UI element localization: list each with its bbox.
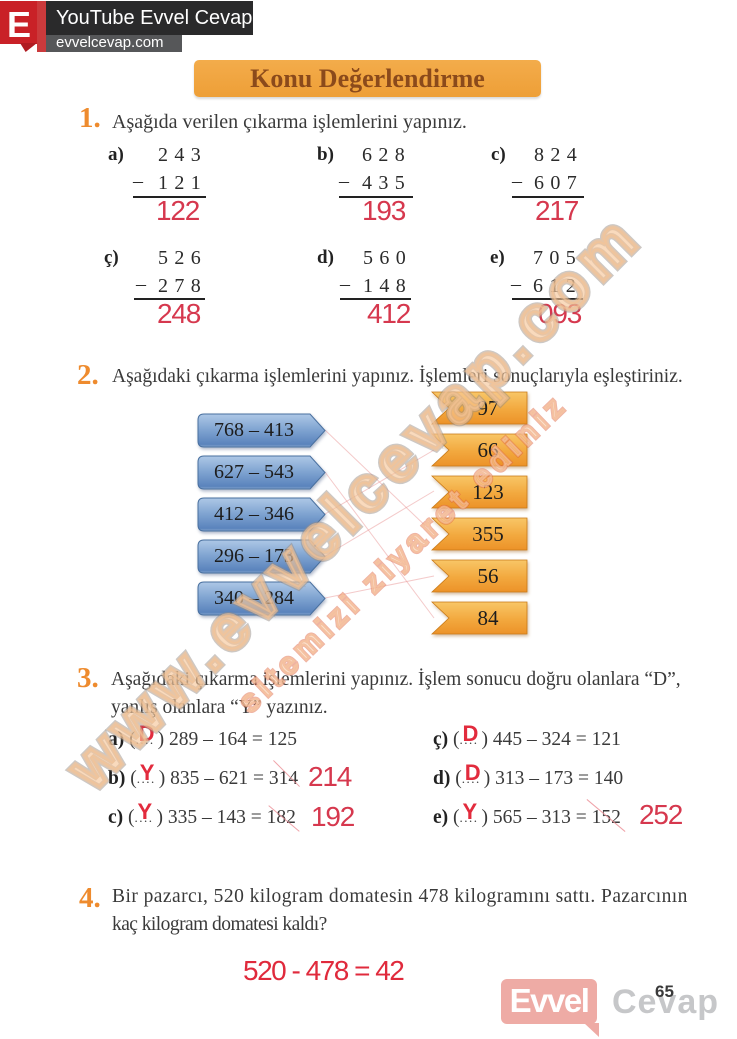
- svg-text:84: 84: [478, 606, 500, 630]
- svg-text:296 – 173: 296 – 173: [214, 545, 294, 567]
- svg-text:355: 355: [472, 522, 504, 546]
- svg-text:56: 56: [478, 564, 499, 588]
- svg-text:627 – 543: 627 – 543: [214, 461, 294, 483]
- svg-text:340 – 284: 340 – 284: [214, 587, 294, 609]
- svg-text:97: 97: [478, 396, 499, 420]
- svg-text:123: 123: [472, 480, 504, 504]
- svg-text:768 – 413: 768 – 413: [214, 419, 294, 441]
- svg-text:412 – 346: 412 – 346: [214, 503, 294, 525]
- svg-text:66: 66: [478, 438, 499, 462]
